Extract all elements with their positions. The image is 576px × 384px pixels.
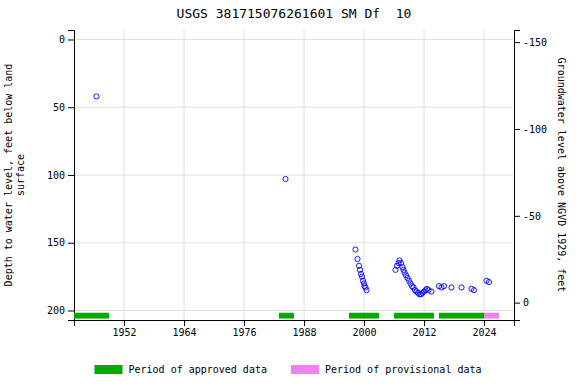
tick-mark xyxy=(364,320,365,326)
tick-mark xyxy=(514,303,520,304)
tick: 50 xyxy=(53,102,74,113)
grid-line xyxy=(74,107,514,108)
legend-item: Period of approved data xyxy=(94,364,266,375)
title: USGS 381715076261601 SM Df 10 xyxy=(177,6,412,21)
tick: 2012 xyxy=(412,320,436,338)
legend-swatch xyxy=(291,365,319,374)
legend-label: Period of provisional data xyxy=(325,364,482,375)
point xyxy=(94,94,99,99)
tick-mark xyxy=(124,320,125,326)
tick-label: 2012 xyxy=(412,327,436,338)
tick-label: 2024 xyxy=(472,327,496,338)
y-axis: 0 50 100 150 200 xyxy=(47,31,75,321)
tick: 0 xyxy=(514,297,529,308)
y2-axis: 0 -50 -100 -150 xyxy=(514,31,547,321)
tick-mark xyxy=(304,320,305,326)
axis-line xyxy=(68,31,75,321)
point xyxy=(441,284,446,289)
tick-label: -100 xyxy=(523,124,547,135)
point xyxy=(471,288,476,293)
grid-line xyxy=(74,310,514,311)
tick-label: 200 xyxy=(47,305,65,316)
data-area xyxy=(74,94,499,319)
legend-swatch xyxy=(94,365,122,374)
tick: 1976 xyxy=(232,320,256,338)
period-strip xyxy=(279,313,294,319)
point xyxy=(449,285,454,290)
tick-label: 1976 xyxy=(232,327,256,338)
tick-label: 1988 xyxy=(292,327,316,338)
tick: 200 xyxy=(47,305,74,316)
tick-mark xyxy=(484,320,485,326)
tick-label: 50 xyxy=(53,102,65,113)
period-strip xyxy=(74,313,109,319)
tick-label: -50 xyxy=(523,211,541,222)
tick: 1964 xyxy=(172,320,196,338)
y2-axis-title: Groundwater level above NGVD 1929, feet xyxy=(556,58,567,293)
period-strip xyxy=(349,313,379,319)
tick: -50 xyxy=(514,211,541,222)
tick-label: 2000 xyxy=(352,327,376,338)
tick: 100 xyxy=(47,170,74,181)
period-strip xyxy=(394,313,434,319)
tick-label: 1964 xyxy=(172,327,196,338)
axis-line xyxy=(75,321,515,327)
tick-mark xyxy=(424,320,425,326)
tick-mark xyxy=(514,216,520,217)
grid-line xyxy=(74,175,514,176)
tick: 2000 xyxy=(352,320,376,338)
point xyxy=(486,279,491,284)
tick-mark xyxy=(68,39,74,40)
tick: -150 xyxy=(514,37,547,48)
tick: 0 xyxy=(59,34,74,45)
point xyxy=(364,288,369,293)
tick-label: 0 xyxy=(59,34,65,45)
grid-line xyxy=(74,242,514,243)
x-axis: 1952 1964 1976 1988 2000 2012 2024 xyxy=(75,320,515,338)
point xyxy=(283,176,288,181)
tick-mark xyxy=(184,320,185,326)
legend-label: Period of approved data xyxy=(128,364,266,375)
tick: 150 xyxy=(47,237,74,248)
y-axis-title: Depth to water level, feet below landsur… xyxy=(3,64,26,287)
tick-mark xyxy=(244,320,245,326)
point xyxy=(355,256,360,261)
legend-item: Period of provisional data xyxy=(291,364,482,375)
point xyxy=(353,247,358,252)
period-strip xyxy=(484,313,499,319)
tick-label: -150 xyxy=(523,37,547,48)
point xyxy=(429,289,434,294)
tick-label: 0 xyxy=(523,297,529,308)
tick-mark xyxy=(68,107,74,108)
axis-line xyxy=(515,31,521,321)
plot: 1952196419761988200020122024050100150200… xyxy=(3,6,567,338)
tick-label: 100 xyxy=(47,170,65,181)
tick: -100 xyxy=(514,124,547,135)
tick: 1952 xyxy=(112,320,136,338)
tick-mark xyxy=(68,175,74,176)
tick-mark xyxy=(514,42,520,43)
tick-mark xyxy=(514,129,520,130)
tick-mark xyxy=(68,311,74,312)
point xyxy=(459,285,464,290)
tick-mark xyxy=(68,243,74,244)
chart: 1952196419761988200020122024050100150200… xyxy=(0,0,576,384)
grid xyxy=(74,30,514,320)
period-strip xyxy=(439,313,484,319)
tick: 2024 xyxy=(472,320,496,338)
tick: 1988 xyxy=(292,320,316,338)
tick-label: 150 xyxy=(47,237,65,248)
tick-label: 1952 xyxy=(112,327,136,338)
grid-line xyxy=(74,39,514,40)
legend: Period of approved data Period of provisi… xyxy=(94,364,481,375)
